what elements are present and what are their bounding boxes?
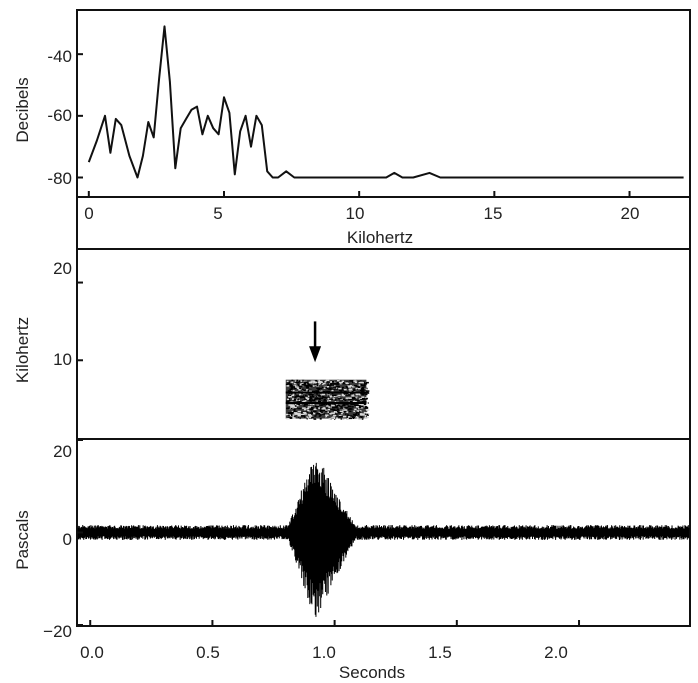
spectrogram-ylabel: Kilohertz [13,317,32,383]
spectrogram-ytick-label: 10 [53,350,72,369]
waveform-ytick-label: −20 [43,622,72,641]
waveform-series-line [77,462,690,617]
waveform-xtick-label: 0.0 [80,643,104,662]
waveform-xlabel: Seconds [339,663,405,682]
spectrum-ytick-label: -80 [47,169,72,188]
spectrogram-energy-texture [285,379,370,420]
spectrogram-ytick-label: 20 [53,259,72,278]
spectrum-ytick-label: -60 [47,106,72,125]
spectrum-ylabel: Decibels [13,77,32,142]
spectrum-xlabel: Kilohertz [347,228,413,247]
spectrum-ytick-label: -40 [47,47,72,66]
waveform-ytick-label: 20 [53,442,72,461]
spectrum-panel-frame [76,9,691,198]
waveform-xtick-label: 0.5 [196,643,220,662]
spectrum-xtick-label: 0 [84,204,93,223]
waveform-xtick-label: 1.5 [428,643,452,662]
spectrum-xtick-label: 20 [621,204,640,223]
waveform-ytick-label: 0 [63,530,72,549]
waveform-xtick-label: 2.0 [544,643,568,662]
arrow-annotation-head [309,346,322,363]
spectrogram-panel-frame [76,248,691,440]
spectrum-xtick-label: 5 [213,204,222,223]
spectrum-xtick-label: 10 [346,204,365,223]
spectrum-xtick-label: 15 [484,204,503,223]
spectrum-series-line [87,25,684,179]
waveform-ylabel: Pascals [13,510,32,570]
waveform-xtick-label: 1.0 [312,643,336,662]
